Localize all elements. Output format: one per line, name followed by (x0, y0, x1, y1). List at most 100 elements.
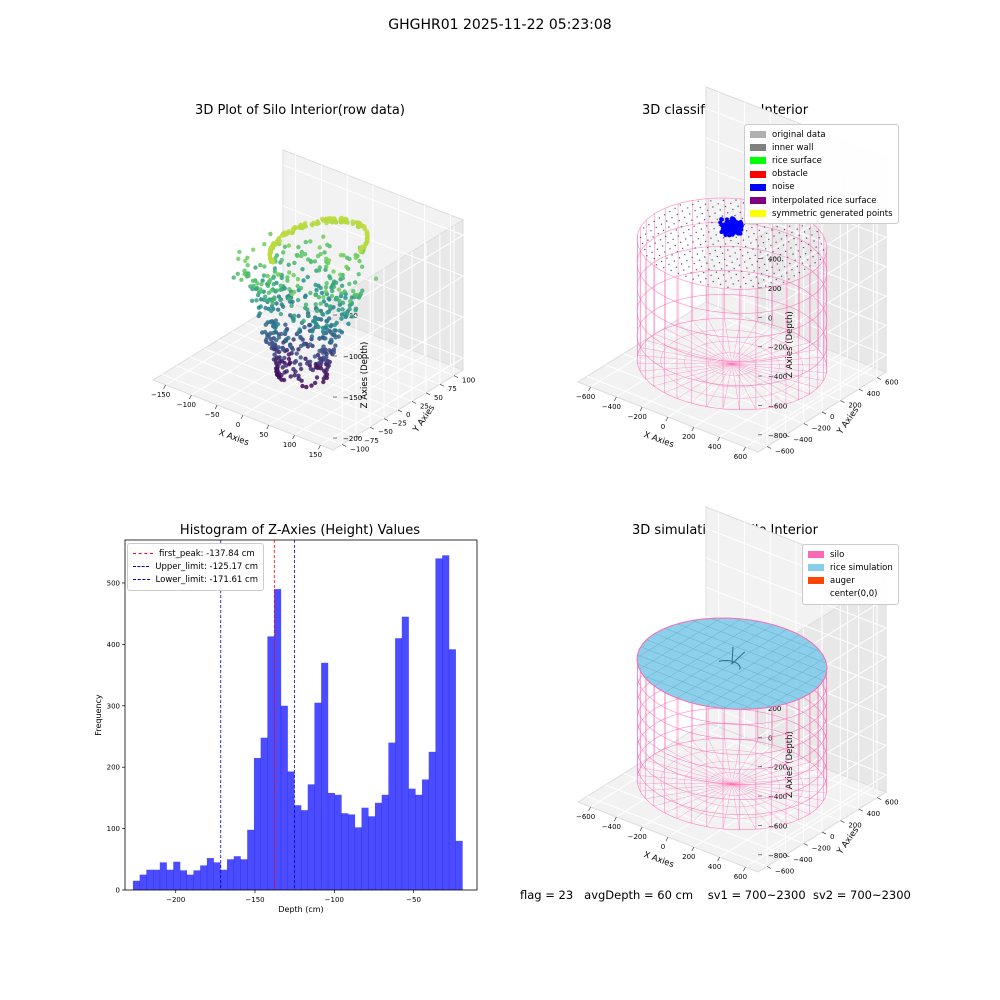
classify-surface-point (714, 249, 716, 252)
classify-y-tick (821, 411, 827, 415)
classify-silo-floor-ring (660, 329, 804, 399)
legend-swatch (750, 170, 766, 178)
classify-surface-point (703, 271, 705, 274)
simulation-x-tick-label: −200 (628, 833, 647, 841)
raw-data-point (332, 216, 337, 221)
histogram-legend: first_peak: -137.84 cm Upper_limit: -125.… (127, 543, 264, 591)
classify-surface-point (788, 241, 790, 243)
classify-surface-point (687, 244, 689, 246)
raw-y-tick-label: −100 (350, 445, 369, 453)
classify-surface-point (689, 213, 691, 215)
histogram-bar (321, 662, 329, 890)
histogram-bar (260, 737, 268, 890)
simulation-y-tick (858, 808, 863, 812)
simulation-auger-arm (731, 646, 746, 665)
classify-surface-point (717, 203, 719, 205)
classify-surface-point (714, 212, 716, 214)
raw-data-point (321, 355, 326, 360)
classify-surface-point (668, 226, 670, 228)
histogram-y-tick-label: 500 (107, 579, 120, 587)
simulation-rice-mesh-line (765, 669, 828, 708)
classify-surface-point (817, 252, 819, 254)
raw-data-point (308, 366, 313, 371)
classify-noise-cluster (718, 216, 744, 238)
raw-data-point (320, 329, 326, 334)
histogram-bar (220, 869, 228, 890)
simulation-x-tick (639, 826, 643, 832)
raw-data-point (278, 287, 283, 292)
histogram-x-tick-label: −200 (166, 896, 185, 904)
raw-data-point (342, 289, 347, 294)
raw-data-point (285, 278, 290, 283)
raw-x-tick (318, 444, 321, 450)
classify-surface-point (694, 210, 696, 212)
classify-surface-point (747, 251, 749, 254)
raw-data-point (289, 292, 294, 297)
raw-data-point (317, 245, 322, 250)
raw-data-point (258, 287, 263, 292)
histogram-y-tick-label: 0 (116, 887, 120, 895)
classify-surface-point (686, 260, 688, 262)
classify-surface-point (698, 259, 701, 261)
raw-data-point (265, 298, 270, 303)
raw-data-point (282, 355, 287, 361)
classify-y-tick (858, 388, 863, 392)
raw-data-point (321, 299, 327, 304)
raw-data-point (272, 269, 277, 274)
raw-data-point (292, 260, 297, 266)
raw-data-point (324, 302, 329, 308)
classify-surface-point (712, 243, 714, 245)
legend-label: rice simulation (830, 562, 893, 573)
classify-noise-point (720, 217, 724, 222)
raw-data-point (338, 272, 343, 277)
classify-surface-point (750, 279, 752, 282)
sv1-text: sv1 = 700~2300 (707, 888, 806, 902)
raw-data-point (275, 368, 280, 373)
classify-surface-point (641, 242, 644, 245)
classify-surface-point (784, 266, 786, 268)
raw-data-point (353, 308, 358, 313)
raw-data-point (339, 291, 344, 296)
raw-data-point (286, 356, 292, 362)
classify-surface-point (807, 259, 809, 261)
raw-data-point (305, 274, 310, 280)
raw-y-tick-label: −25 (392, 420, 407, 428)
raw-data-point (336, 307, 341, 313)
raw-data-point (267, 341, 272, 346)
classify-y-tick-label: −400 (793, 436, 812, 444)
classify-x-tick (614, 396, 617, 402)
histogram-bar (435, 558, 443, 890)
raw-data-point (281, 250, 286, 255)
classify-surface-point (737, 242, 739, 245)
classify-surface-point (706, 262, 708, 264)
legend-entry: silo (808, 548, 893, 561)
raw-data-point (301, 318, 306, 324)
classify-surface-point (691, 256, 693, 259)
classify-surface-point (676, 213, 678, 216)
legend-swatch (750, 157, 766, 165)
classify-surface-point (755, 239, 757, 241)
simulation-y-tick (821, 831, 827, 835)
legend-swatch (750, 131, 766, 139)
raw-z-grid (282, 246, 465, 398)
classify-surface-point (798, 234, 800, 236)
classify-surface-point (790, 247, 792, 249)
histogram-bar (193, 870, 201, 890)
classify-surface-point (745, 282, 747, 285)
raw-axes-box: −150−100−50050100150−100−75−50−250255075… (151, 149, 475, 459)
classify-surface-point (697, 275, 700, 277)
raw-data-point (291, 313, 297, 318)
raw-y-tick (453, 375, 459, 378)
raw-data-point (312, 380, 318, 386)
raw-data-point (291, 272, 296, 278)
histogram-frame (124, 539, 478, 891)
classify-surface-point (704, 203, 707, 205)
raw-data-point (362, 224, 367, 229)
classify-surface-point (730, 202, 732, 205)
raw-y-tick (397, 409, 403, 413)
classify-surface-point (674, 207, 676, 209)
classify-surface-point (813, 240, 815, 242)
raw-x-grid (294, 205, 426, 436)
classify-surface-point (669, 248, 671, 250)
classify-surface-point (762, 242, 765, 244)
